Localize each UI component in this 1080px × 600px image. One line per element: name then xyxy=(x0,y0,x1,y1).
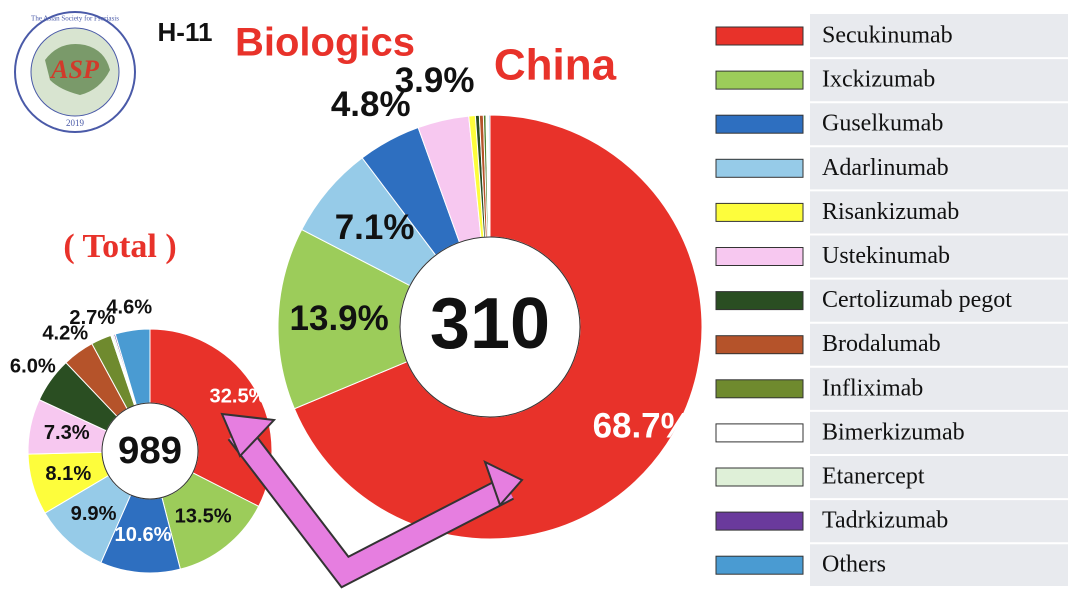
legend-swatch xyxy=(715,70,804,90)
legend-label: Tadrkizumab xyxy=(822,508,948,534)
value-label: 32.5% xyxy=(210,385,267,407)
value-label: 7.3% xyxy=(44,422,90,444)
donut-hole xyxy=(101,402,199,500)
pie-slice xyxy=(488,114,491,238)
legend-label: Ixckizumab xyxy=(822,67,935,93)
logo: ASP 2019 The Asian Society for Psoriasis xyxy=(14,11,136,133)
legend-label: Guselkumab xyxy=(822,111,943,137)
value-label: 9.9% xyxy=(71,503,117,525)
value-label: 10.6% xyxy=(115,524,172,546)
legend-swatch xyxy=(715,291,804,311)
legend-label: Ustekinumab xyxy=(822,243,950,269)
legend-swatch xyxy=(715,555,804,575)
legend-label: Secukinumab xyxy=(822,23,953,49)
legend-label: Adarlinumab xyxy=(822,155,949,181)
chart-title: ( Total ) xyxy=(63,228,176,265)
legend-label: Others xyxy=(822,552,886,578)
center-total: 989 xyxy=(118,429,182,472)
legend-panel xyxy=(810,14,1068,586)
value-label: 68.7% xyxy=(593,407,692,446)
slide-id: H-11 xyxy=(158,17,213,47)
legend-swatch xyxy=(715,423,804,443)
legend-swatch xyxy=(715,335,804,355)
legend-swatch xyxy=(715,158,804,178)
legend-swatch xyxy=(715,26,804,46)
legend-label: Certolizumab pegot xyxy=(822,287,1012,313)
value-label: 8.1% xyxy=(45,463,91,485)
arrow-body xyxy=(229,425,514,586)
value-label: 13.9% xyxy=(290,299,389,338)
value-label: 2.7% xyxy=(69,307,115,329)
value-label: 4.6% xyxy=(106,297,152,319)
legend-swatch xyxy=(715,467,804,487)
legend-label: Brodalumab xyxy=(822,331,941,357)
value-label: 6.0% xyxy=(10,355,56,377)
legend-label: Bimerkizumab xyxy=(822,419,965,445)
logo-name: The Asian Society for Psoriasis xyxy=(31,15,119,23)
logo-abbr: ASP xyxy=(49,55,100,84)
legend-swatch xyxy=(715,379,804,399)
arrow-head xyxy=(220,412,277,458)
value-label: 4.2% xyxy=(42,323,88,345)
legend-label: Etanercept xyxy=(822,464,925,490)
donut-hole xyxy=(399,236,581,418)
value-label: 3.9% xyxy=(395,61,475,100)
chart-title: China xyxy=(494,41,617,90)
logo-land xyxy=(45,44,110,95)
slide-title: Biologics xyxy=(235,21,415,65)
value-label: 13.5% xyxy=(175,506,232,528)
logo-year: 2019 xyxy=(66,118,85,128)
value-label: 4.8% xyxy=(331,85,411,124)
legend-label: Infliximab xyxy=(822,375,923,401)
legend-swatch xyxy=(715,247,804,266)
legend-swatch xyxy=(715,511,804,531)
legend-swatch xyxy=(715,202,804,222)
legend-swatch xyxy=(715,114,804,134)
arrow-head xyxy=(483,460,524,507)
charts: 989 32.5% 13.5%10.6%9.9% 8.1% 7.3% 6.0% 4.2%2.… xyxy=(10,23,1068,578)
legend-label: Risankizumab xyxy=(822,199,959,225)
center-total: 310 xyxy=(430,284,550,364)
value-label: 7.1% xyxy=(335,208,415,247)
arrow xyxy=(220,412,524,589)
